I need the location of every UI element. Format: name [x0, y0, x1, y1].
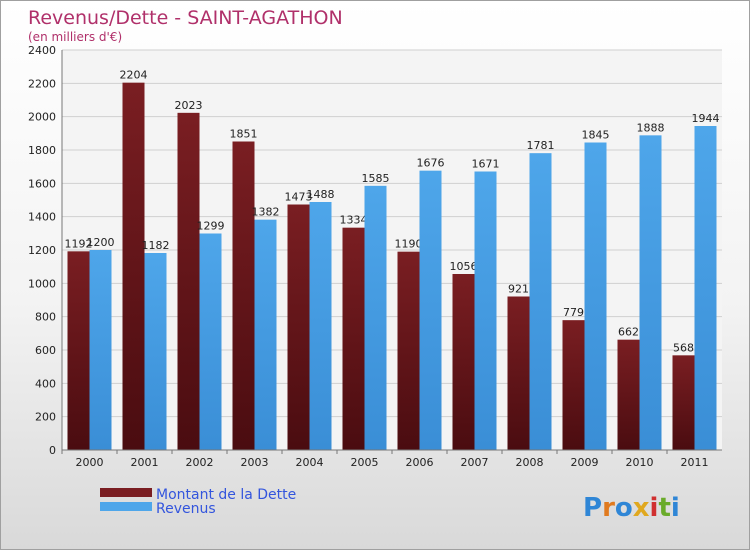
data-label: 662 — [618, 326, 639, 339]
data-label: 1182 — [142, 239, 170, 252]
x-tick-label: 2008 — [516, 456, 544, 469]
logo-letter: o — [615, 493, 633, 523]
bar-dette — [672, 355, 695, 450]
x-tick-label: 2007 — [461, 456, 489, 469]
bar-revenus — [474, 171, 497, 450]
data-label: 1671 — [472, 158, 500, 171]
data-label: 1299 — [197, 220, 225, 233]
bar-dette — [342, 227, 365, 450]
x-tick-label: 2011 — [681, 456, 709, 469]
x-tick-label: 2003 — [241, 456, 269, 469]
bar-revenus — [584, 142, 607, 450]
data-label: 1382 — [252, 206, 280, 219]
bar-revenus — [419, 170, 442, 450]
bar-revenus — [199, 233, 222, 450]
data-label: 1056 — [450, 260, 478, 273]
axes — [61, 50, 722, 454]
y-tick-label: 2200 — [28, 77, 56, 90]
data-label: 779 — [563, 306, 584, 319]
y-tick-label: 800 — [35, 311, 56, 324]
bar-revenus — [694, 126, 717, 450]
y-tick-label: 1400 — [28, 211, 56, 224]
y-tick-label: 1200 — [28, 244, 56, 257]
x-tick-label: 2001 — [131, 456, 159, 469]
bar-revenus — [309, 202, 332, 450]
data-label: 1334 — [340, 214, 368, 227]
x-tick-label: 2004 — [296, 456, 324, 469]
bar-dette — [67, 251, 90, 450]
bar-dette — [122, 82, 145, 451]
data-label: 2023 — [175, 99, 203, 112]
y-tick-label: 2400 — [28, 44, 56, 57]
y-tick-label: 2000 — [28, 111, 56, 124]
data-label: 1944 — [692, 112, 720, 125]
x-tick-label: 2006 — [406, 456, 434, 469]
x-tick-label: 2005 — [351, 456, 379, 469]
grid: 0 200 400 600 800 1000 1200 1400 1600 1800 2000 220… — [28, 44, 722, 457]
x-tick-label: 2002 — [186, 456, 214, 469]
chart-subtitle: (en milliers d'€) — [28, 30, 122, 44]
legend-label: Revenus — [156, 501, 216, 517]
bar-dette — [507, 296, 530, 450]
logo-letter: i — [671, 493, 680, 523]
logo-letter: t — [658, 493, 670, 523]
data-label: 1888 — [637, 121, 665, 134]
bar-dette — [452, 274, 475, 450]
data-label: 921 — [508, 283, 529, 296]
bar-revenus — [364, 185, 387, 451]
data-label: 1190 — [395, 238, 423, 251]
y-tick-label: 1000 — [28, 277, 56, 290]
x-tick-label: 2009 — [571, 456, 599, 469]
data-label: 1585 — [362, 172, 390, 185]
bar-revenus — [639, 135, 662, 451]
bar-revenus — [529, 153, 552, 450]
legend-swatch — [100, 502, 152, 511]
bar-dette — [397, 251, 420, 450]
bar-dette — [232, 141, 255, 450]
bar-revenus — [254, 219, 277, 450]
data-label: 1781 — [527, 139, 555, 152]
data-label: 1845 — [582, 129, 610, 142]
data-label: 1488 — [307, 188, 335, 201]
data-label: 1473 — [285, 191, 313, 204]
logo-letter: i — [650, 493, 659, 523]
logo-letter: P — [583, 493, 602, 523]
bar-revenus — [144, 253, 167, 450]
bar-dette — [617, 339, 640, 450]
x-tick-label: 2010 — [626, 456, 654, 469]
bar-dette — [177, 112, 200, 450]
proxiti-logo: Proxiti — [583, 493, 680, 523]
bar-dette — [562, 320, 585, 450]
y-tick-label: 1800 — [28, 144, 56, 157]
legend-swatch — [100, 488, 152, 497]
data-label: 1676 — [417, 157, 445, 170]
data-label: 1192 — [65, 237, 93, 250]
bar-revenus — [89, 250, 112, 450]
legend-label: Montant de la Dette — [156, 487, 296, 503]
y-tick-label: 400 — [35, 377, 56, 390]
data-label: 1200 — [87, 236, 115, 249]
logo-letter: r — [602, 493, 615, 523]
data-label: 2204 — [120, 69, 148, 82]
y-tick-label: 600 — [35, 344, 56, 357]
y-tick-label: 200 — [35, 411, 56, 424]
y-tick-label: 0 — [49, 444, 56, 457]
x-tick-label: 2000 — [76, 456, 104, 469]
data-label: 1851 — [230, 128, 258, 141]
y-tick-label: 1600 — [28, 177, 56, 190]
logo-letter: x — [633, 493, 650, 523]
bar-dette — [287, 204, 310, 450]
logo-text: Proxiti — [583, 493, 680, 523]
chart-title: Revenus/Dette - SAINT-AGATHON — [28, 7, 343, 29]
data-label: 568 — [673, 341, 694, 354]
